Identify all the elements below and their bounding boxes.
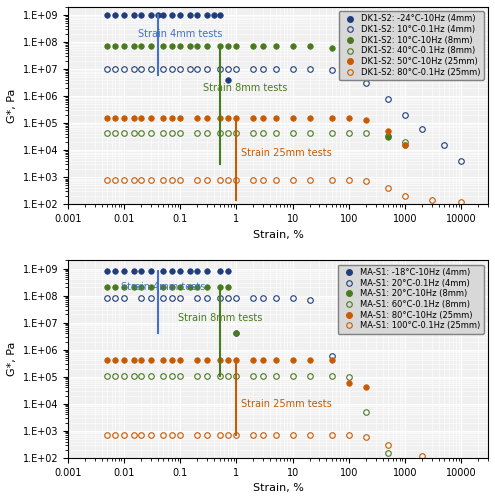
X-axis label: Strain, %: Strain, % <box>252 483 303 493</box>
Legend: DK1-S2: -24°C-10Hz (4mm), DK1-S2: 10°C-0.1Hz (4mm), DK1-S2: 10°C-10Hz (8mm), DK1: DK1-S2: -24°C-10Hz (4mm), DK1-S2: 10°C-0… <box>339 11 484 80</box>
Y-axis label: G*, Pa: G*, Pa <box>7 88 17 123</box>
Text: Strain 25mm tests: Strain 25mm tests <box>241 398 332 408</box>
Text: Strain 4mm tests: Strain 4mm tests <box>139 29 223 39</box>
Legend: MA-S1: -18°C-10Hz (4mm), MA-S1: 20°C-0.1Hz (4mm), MA-S1: 20°C-10Hz (8mm), MA-S1:: MA-S1: -18°C-10Hz (4mm), MA-S1: 20°C-0.1… <box>338 264 484 334</box>
Text: Strain 4mm tests: Strain 4mm tests <box>121 282 206 292</box>
Text: Strain 8mm tests: Strain 8mm tests <box>202 83 287 93</box>
Text: Strain 25mm tests: Strain 25mm tests <box>241 148 332 158</box>
X-axis label: Strain, %: Strain, % <box>252 230 303 239</box>
Y-axis label: G*, Pa: G*, Pa <box>7 342 17 376</box>
Text: Strain 8mm tests: Strain 8mm tests <box>178 313 262 323</box>
